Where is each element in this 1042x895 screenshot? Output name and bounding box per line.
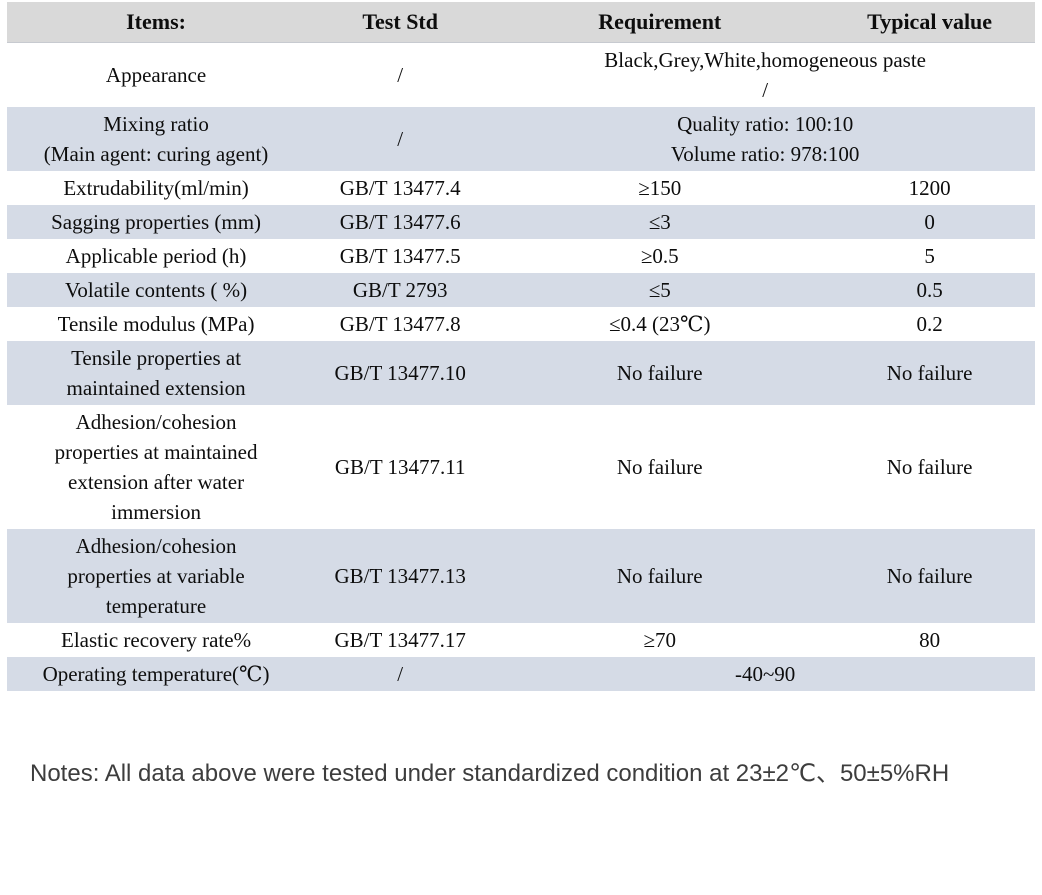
test-std-cell: GB/T 13477.5 <box>339 244 461 268</box>
test-std-cell: GB/T 13477.4 <box>339 176 461 200</box>
column-header-typical-value: Typical value <box>824 2 1035 43</box>
table-body: Appearance / Black,Grey,White,homogeneous … <box>7 43 1035 691</box>
table-row: Sagging properties (mm) GB/T 13477.6 ≤3 0 <box>7 205 1035 239</box>
test-std-cell: GB/T 13477.17 <box>334 628 466 652</box>
item-cell: Tensile properties at maintained extensi… <box>7 341 306 405</box>
table-header: Items: Test Std Requirement Typical valu… <box>7 2 1035 43</box>
typical-value-cell: No failure <box>886 455 973 479</box>
table-row: Elastic recovery rate% GB/T 13477.17 ≥70 80 <box>7 623 1035 657</box>
requirement-cell: Black,Grey,White,homogeneous paste / <box>604 48 926 102</box>
header-row: Items: Test Std Requirement Typical valu… <box>7 2 1035 43</box>
item-cell: Elastic recovery rate% <box>61 628 252 652</box>
test-std-cell: GB/T 13477.6 <box>305 205 496 239</box>
item-cell: Adhesion/cohesion properties at variable… <box>7 529 306 623</box>
test-std-cell: / <box>305 107 496 171</box>
requirement-cell: ≥150 <box>638 176 682 200</box>
test-std-cell: GB/T 13477.10 <box>305 341 496 405</box>
item-cell: Volatile contents ( %) <box>7 273 306 307</box>
spec-table: Items: Test Std Requirement Typical valu… <box>7 2 1035 691</box>
test-std-cell: GB/T 13477.8 <box>339 312 461 336</box>
table-row: Volatile contents ( %) GB/T 2793 ≤5 0.5 <box>7 273 1035 307</box>
typical-value-cell: 1200 <box>908 176 951 200</box>
column-header-requirement: Requirement <box>495 2 825 43</box>
table-row: Operating temperature(℃) / -40~90 <box>7 657 1035 691</box>
typical-value-cell: No failure <box>824 529 1035 623</box>
test-std-cell: GB/T 13477.11 <box>334 455 466 479</box>
item-cell: Appearance <box>105 63 207 87</box>
typical-value-cell: 0.5 <box>824 273 1035 307</box>
item-cell: Mixing ratio (Main agent: curing agent) <box>7 107 306 171</box>
item-cell: Extrudability(ml/min) <box>63 176 249 200</box>
typical-value-cell: No failure <box>824 341 1035 405</box>
table-row: Extrudability(ml/min) GB/T 13477.4 ≥150 120… <box>7 171 1035 205</box>
table-row: Mixing ratio (Main agent: curing agent) /… <box>7 107 1035 171</box>
requirement-cell: No failure <box>495 529 825 623</box>
notes-text: Notes: All data above were tested under … <box>30 760 950 787</box>
table-row: Applicable period (h) GB/T 13477.5 ≥0.5 5 <box>7 239 1035 273</box>
requirement-cell: ≤5 <box>495 273 825 307</box>
typical-value-cell: 0.2 <box>916 312 943 336</box>
requirement-cell: ≥70 <box>643 628 677 652</box>
requirement-cell: No failure <box>495 341 825 405</box>
requirement-cell: -40~90 <box>495 657 1035 691</box>
typical-value-cell: 5 <box>924 244 935 268</box>
requirement-cell: ≥0.5 <box>640 244 679 268</box>
column-header-items: Items: <box>7 2 306 43</box>
table-row: Appearance / Black,Grey,White,homogeneous … <box>7 43 1035 108</box>
test-std-cell: GB/T 2793 <box>305 273 496 307</box>
requirement-cell: Quality ratio: 100:10 Volume ratio: 978:… <box>495 107 1035 171</box>
column-header-test-std: Test Std <box>305 2 496 43</box>
typical-value-cell: 80 <box>919 628 941 652</box>
requirement-cell: No failure <box>616 455 703 479</box>
item-cell: Operating temperature(℃) <box>7 657 306 691</box>
table-row: Adhesion/cohesion properties at variable… <box>7 529 1035 623</box>
test-std-cell: GB/T 13477.13 <box>305 529 496 623</box>
requirement-cell: ≤0.4 (23℃) <box>609 312 711 336</box>
test-std-cell: / <box>397 63 404 87</box>
requirement-cell: ≤3 <box>495 205 825 239</box>
table-row: Tensile properties at maintained extensi… <box>7 341 1035 405</box>
table-row: Adhesion/cohesion properties at maintain… <box>7 405 1035 529</box>
item-cell: Tensile modulus (MPa) <box>57 312 255 336</box>
item-cell: Applicable period (h) <box>65 244 247 268</box>
item-cell: Adhesion/cohesion properties at maintain… <box>54 410 258 524</box>
test-std-cell: / <box>305 657 496 691</box>
item-cell: Sagging properties (mm) <box>7 205 306 239</box>
table-row: Tensile modulus (MPa) GB/T 13477.8 ≤0.4 (2… <box>7 307 1035 341</box>
typical-value-cell: 0 <box>824 205 1035 239</box>
